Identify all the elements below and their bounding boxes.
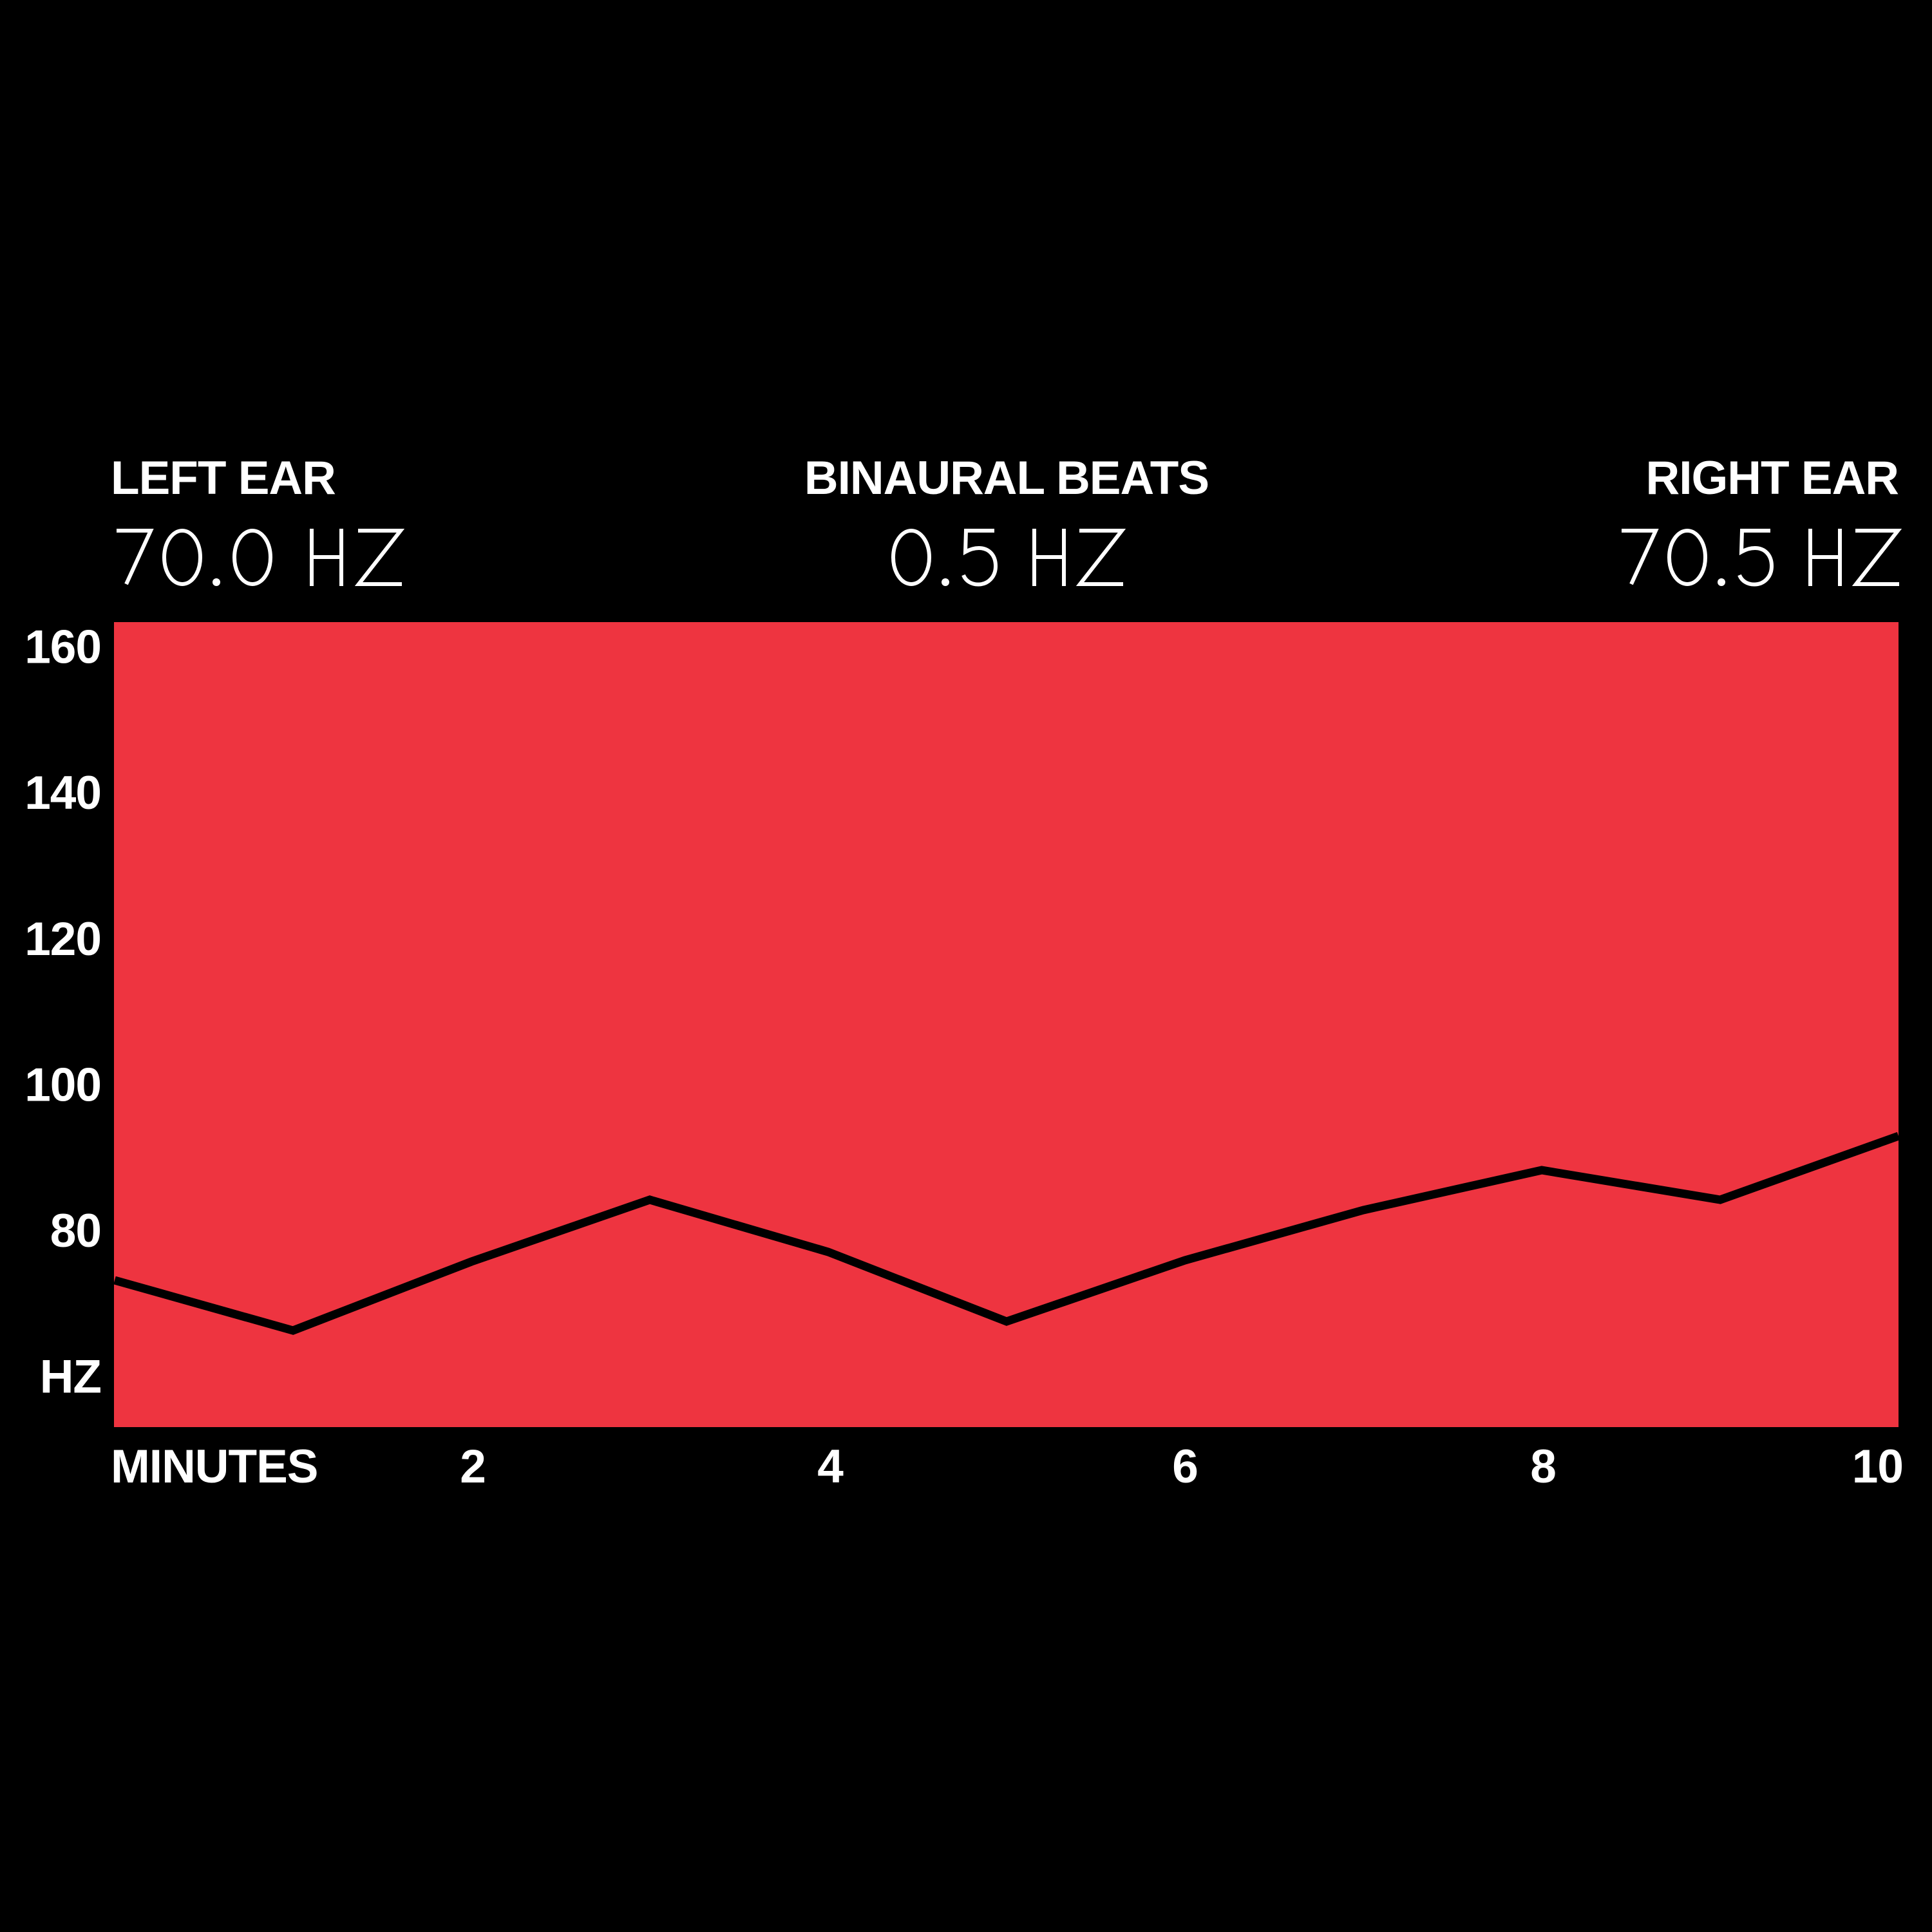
svg-text:160: 160 xyxy=(24,621,101,674)
svg-text:LEFT EAR: LEFT EAR xyxy=(111,452,336,504)
svg-text:6: 6 xyxy=(1172,1441,1198,1493)
svg-text:120: 120 xyxy=(24,913,101,965)
svg-text:HZ: HZ xyxy=(40,1351,101,1403)
svg-text:10: 10 xyxy=(1852,1441,1903,1493)
svg-text:80: 80 xyxy=(50,1205,101,1257)
svg-text:4: 4 xyxy=(817,1441,844,1493)
svg-text:2: 2 xyxy=(460,1441,486,1493)
svg-text:8: 8 xyxy=(1530,1441,1556,1493)
svg-text:MINUTES: MINUTES xyxy=(111,1441,318,1493)
svg-text:RIGHT EAR: RIGHT EAR xyxy=(1646,452,1899,504)
svg-text:140: 140 xyxy=(24,767,101,819)
svg-text:BINAURAL BEATS: BINAURAL BEATS xyxy=(804,452,1209,504)
svg-text:100: 100 xyxy=(24,1059,101,1112)
